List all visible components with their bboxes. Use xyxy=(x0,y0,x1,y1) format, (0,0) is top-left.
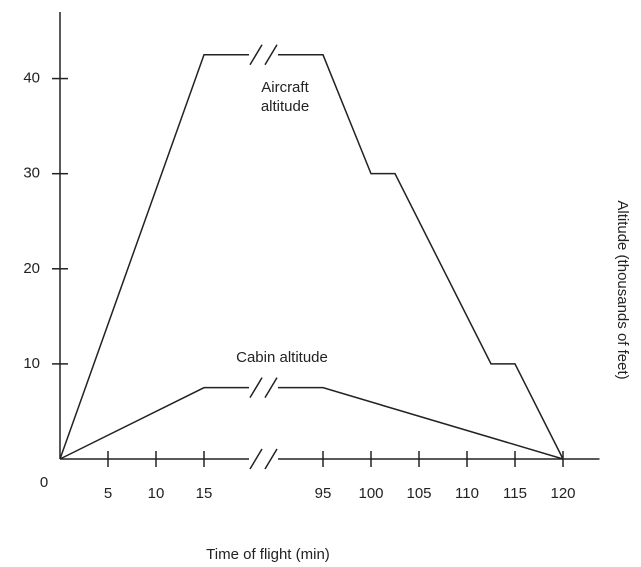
axis-break xyxy=(249,448,263,470)
axis-break xyxy=(249,377,263,399)
series-label: Aircraft altitude xyxy=(261,79,310,115)
y-axis-label: Altitude (thousands of feet) xyxy=(614,200,631,379)
x-tick-label: 10 xyxy=(148,485,165,502)
x-tick-label: 120 xyxy=(550,485,575,502)
x-tick-label: 105 xyxy=(406,485,431,502)
axis-break xyxy=(249,44,263,66)
y-tick-label: 40 xyxy=(23,70,40,87)
x-tick-label: 110 xyxy=(455,485,479,502)
line xyxy=(59,386,564,460)
x-tick-label: 95 xyxy=(315,485,332,502)
axis-break xyxy=(264,448,278,470)
axis-break xyxy=(264,377,278,399)
series-label: Cabin altitude xyxy=(236,349,328,366)
y-tick-label: 10 xyxy=(23,355,40,372)
axis-break xyxy=(249,453,278,465)
x-tick-label: 15 xyxy=(196,485,213,502)
line xyxy=(59,54,564,460)
x-axis-label: Time of flight (min) xyxy=(206,546,330,563)
x-tick-label: 0 xyxy=(40,474,48,491)
y-tick-label: 30 xyxy=(23,165,40,182)
x-tick-label: 100 xyxy=(358,485,383,502)
x-tick-label: 5 xyxy=(104,485,112,502)
axis-break xyxy=(249,48,278,61)
x-tick-label: 115 xyxy=(503,485,527,502)
y-tick-label: 20 xyxy=(23,260,40,277)
axis-break xyxy=(264,44,278,66)
axis-break xyxy=(249,381,278,394)
